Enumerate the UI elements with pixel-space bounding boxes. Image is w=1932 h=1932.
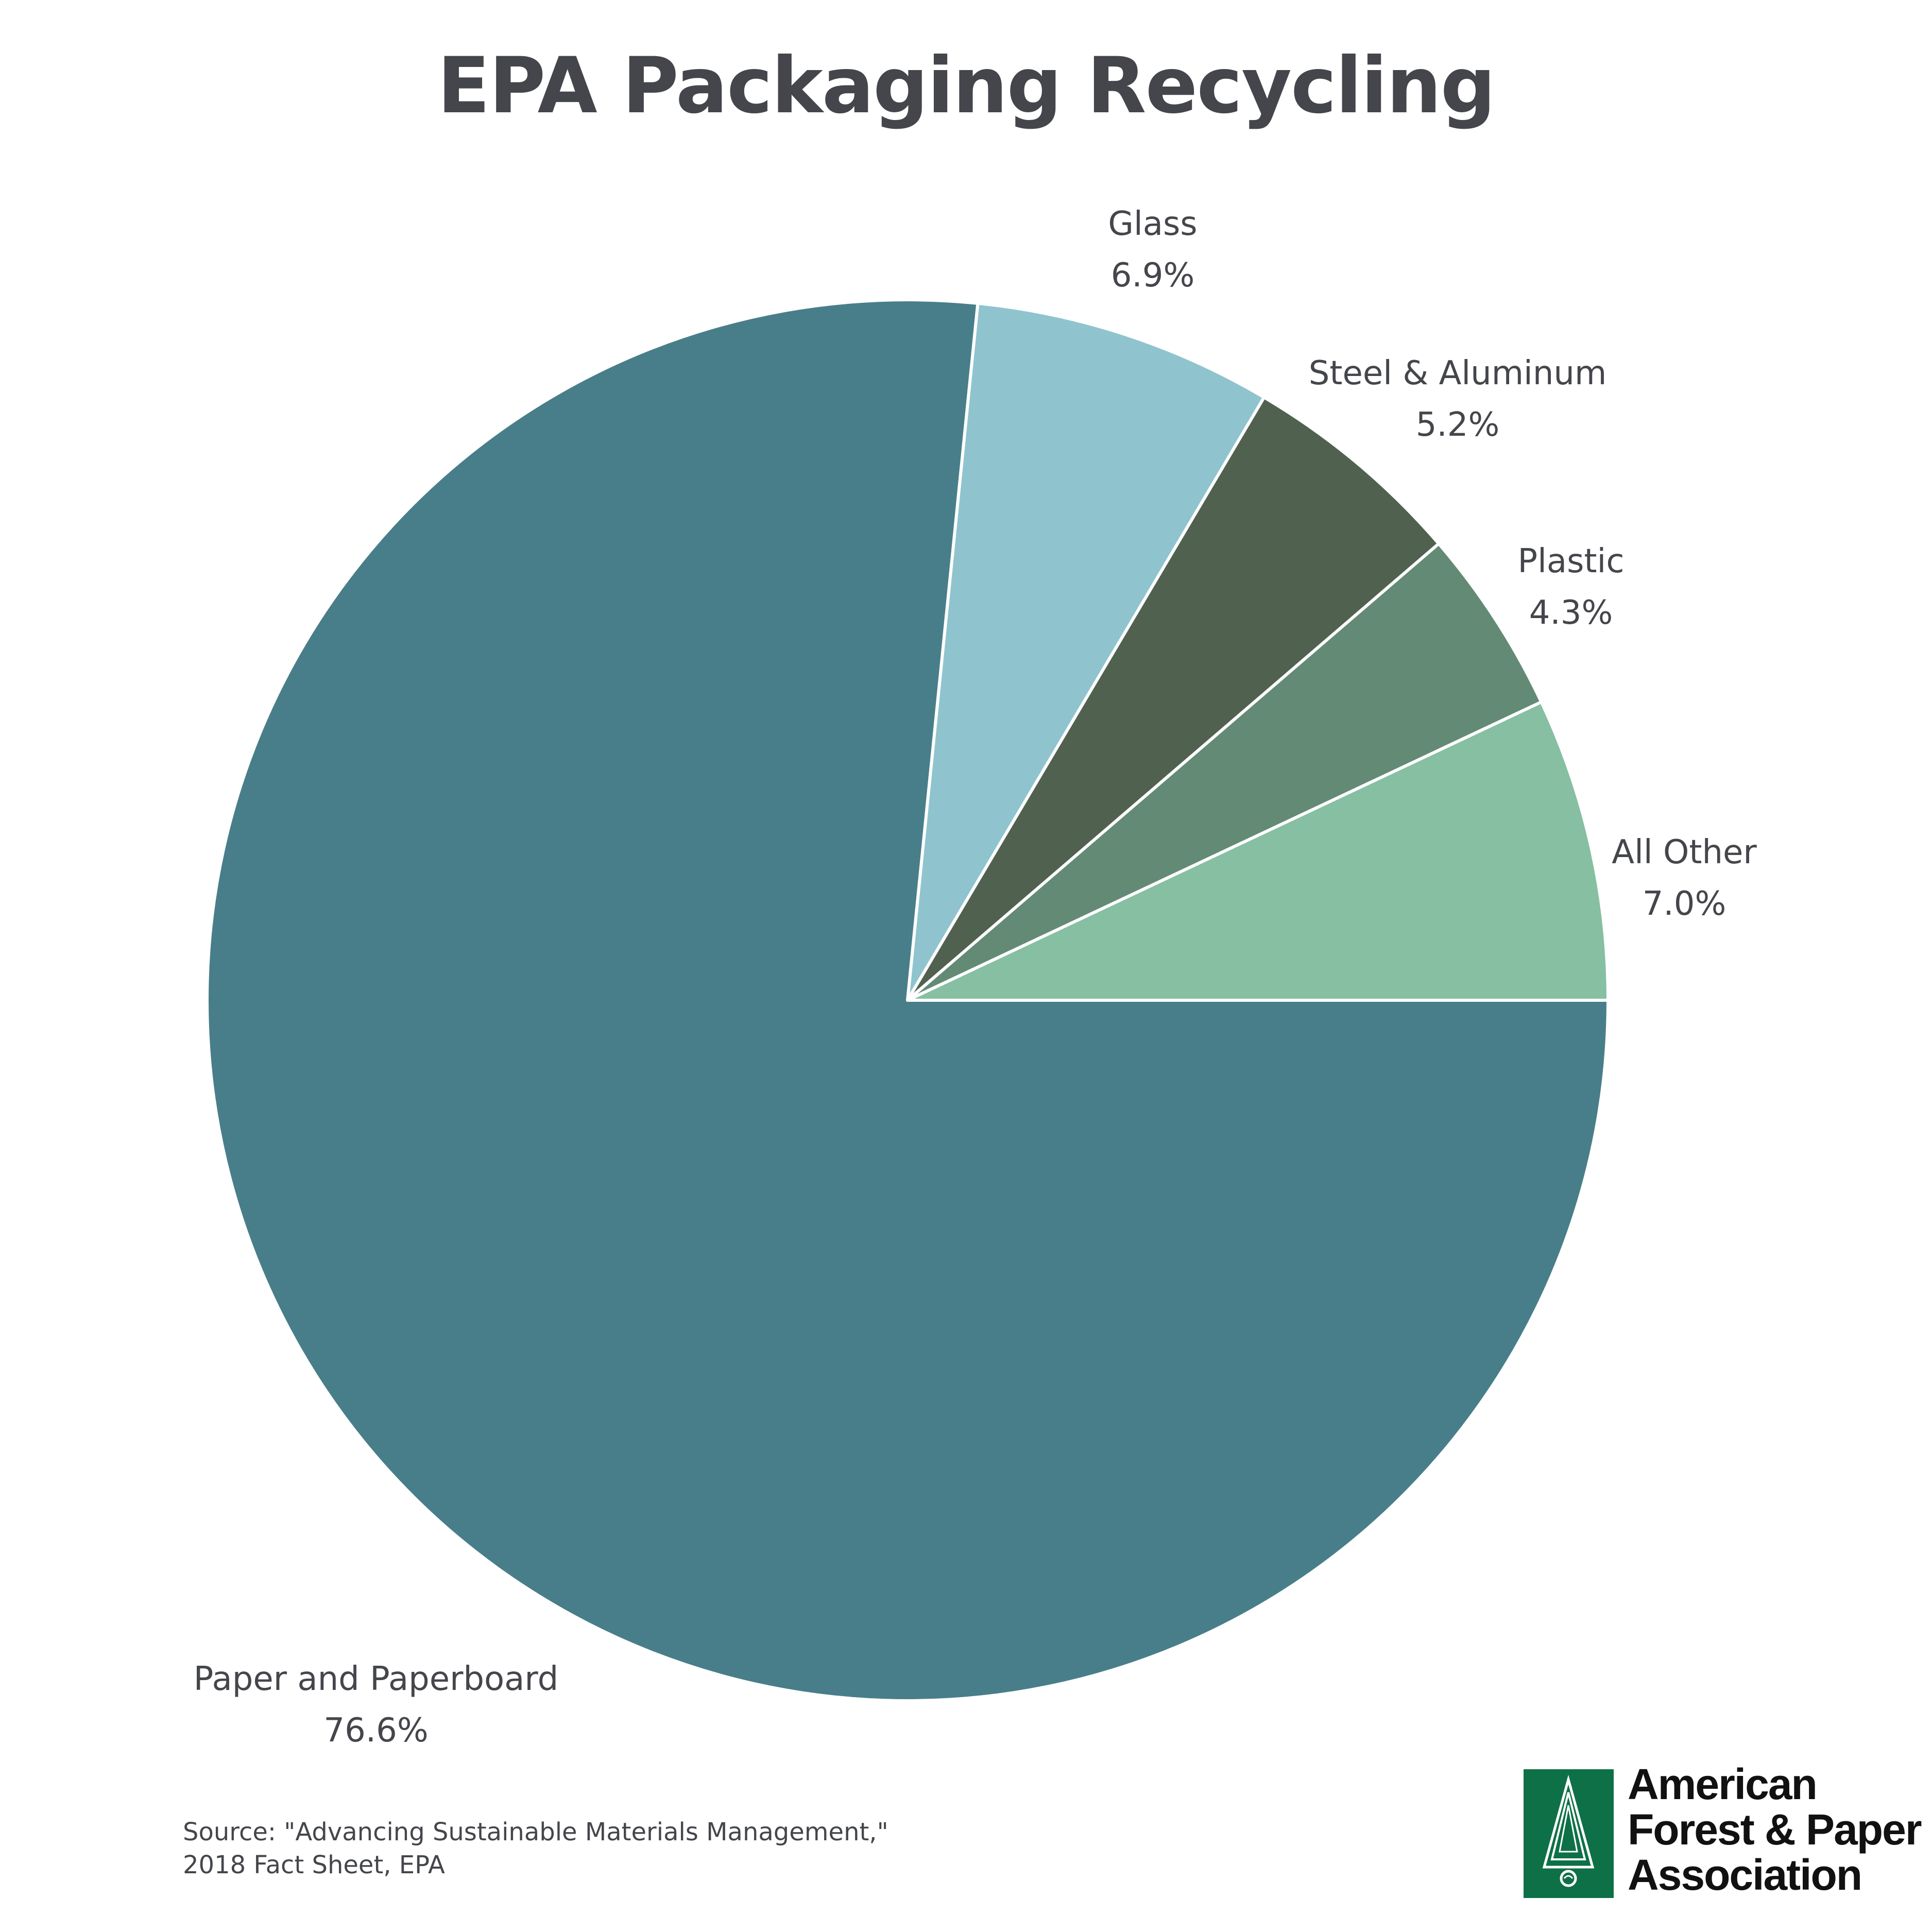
slice-name-paper: Paper and Paperboard [193, 1660, 559, 1698]
logo-wordmark: American Forest & Paper Association [1628, 1760, 1922, 1899]
slice-label-all-other: All Other 7.0% [1612, 827, 1756, 930]
pie-slice-all-other [906, 700, 1610, 1002]
slice-value-paper: 76.6% [323, 1712, 429, 1750]
slice-label-paper: Paper and Paperboard 76.6% [194, 1653, 558, 1756]
pie-slice-paper [206, 298, 1610, 1702]
slice-label-glass: Glass 6.9% [1108, 198, 1197, 301]
logo-line-2: Forest & Paper [1628, 1805, 1922, 1854]
slice-value-all-other: 7.0% [1642, 885, 1726, 923]
source-line-2: 2018 Fact Sheet, EPA [183, 1851, 445, 1879]
tree-icon [1524, 1769, 1614, 1898]
pie-slices [206, 298, 1610, 1702]
slice-value-plastic: 4.3% [1529, 594, 1613, 632]
slice-name-all-other: All Other [1612, 833, 1757, 871]
slice-value-glass: 6.9% [1110, 257, 1195, 295]
pie-slice-glass [906, 301, 1266, 1002]
source-note: Source: "Advancing Sustainable Materials… [183, 1816, 888, 1882]
slice-name-steel-aluminum: Steel & Aluminum [1308, 354, 1607, 392]
pie-slice-steel-aluminum [906, 396, 1441, 1002]
logo-line-1: American [1628, 1760, 1818, 1808]
logo-line-3: Association [1628, 1851, 1862, 1899]
slice-name-glass: Glass [1108, 205, 1198, 243]
slice-name-plastic: Plastic [1517, 542, 1625, 580]
pie-slice-plastic [906, 542, 1543, 1002]
chart-title: EPA Packaging Recycling [437, 41, 1496, 131]
slice-label-plastic: Plastic 4.3% [1518, 536, 1625, 639]
source-line-1: Source: "Advancing Sustainable Materials… [183, 1818, 888, 1846]
slice-value-steel-aluminum: 5.2% [1415, 406, 1500, 444]
slice-label-steel-aluminum: Steel & Aluminum 5.2% [1309, 348, 1607, 451]
